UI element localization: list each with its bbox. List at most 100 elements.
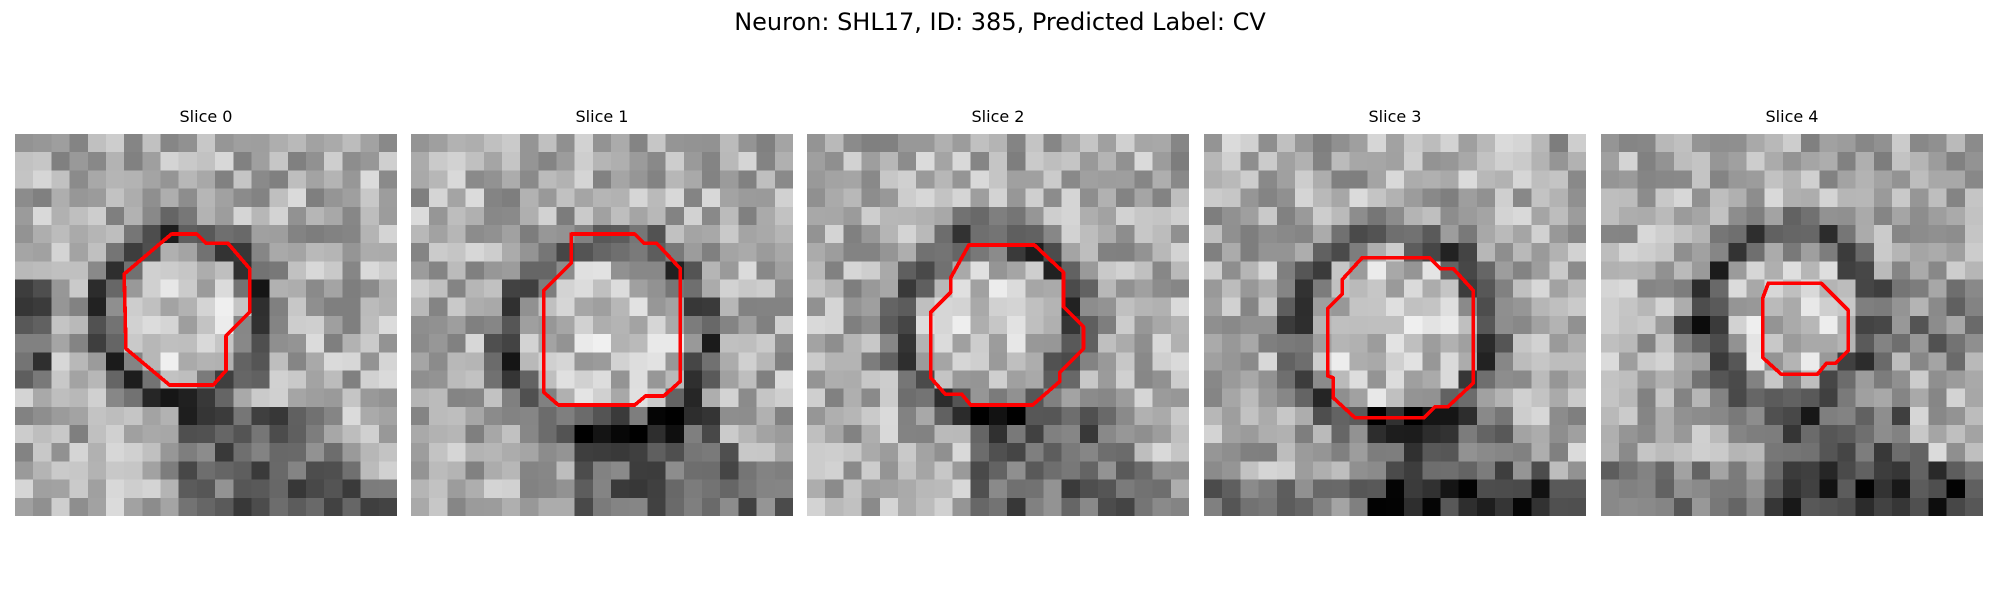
pixel: [15, 497, 34, 516]
pixel: [647, 443, 667, 462]
pixel: [87, 152, 107, 171]
pixel: [1276, 224, 1296, 244]
pixel: [87, 297, 107, 317]
pixel: [501, 443, 521, 462]
pixel: [1294, 334, 1314, 353]
pixel: [360, 388, 380, 408]
pixel: [501, 315, 521, 335]
pixel: [665, 443, 685, 462]
pixel: [1746, 370, 1766, 390]
pixel: [1116, 352, 1135, 371]
pixel: [1801, 261, 1820, 280]
pixel: [447, 134, 466, 153]
pixel: [592, 279, 612, 299]
pixel: [738, 334, 757, 353]
pixel: [1240, 152, 1259, 171]
pixel: [378, 479, 397, 499]
pixel: [429, 497, 448, 516]
pixel: [1440, 170, 1460, 189]
slice-image-0: [15, 134, 397, 516]
pixel: [1837, 388, 1857, 408]
pixel: [592, 261, 612, 280]
pixel: [124, 388, 143, 408]
pixel: [360, 461, 380, 480]
pixel: [988, 279, 1008, 299]
pixel: [1367, 170, 1387, 189]
pixel: [738, 170, 757, 189]
pixel: [1385, 152, 1405, 171]
pixel: [611, 479, 630, 499]
pixel: [196, 152, 216, 171]
pixel: [1673, 497, 1693, 516]
pixel: [269, 479, 289, 499]
pixel: [1043, 134, 1063, 153]
pixel: [1404, 188, 1423, 208]
pixel: [1025, 461, 1044, 480]
pixel: [15, 206, 34, 226]
pixel: [720, 461, 739, 480]
pixel: [1116, 188, 1135, 208]
pixel: [178, 479, 198, 499]
pixel: [1637, 352, 1656, 371]
pixel: [269, 461, 289, 480]
pixel: [1007, 134, 1026, 153]
pixel: [1495, 188, 1514, 208]
pixel: [1673, 206, 1693, 226]
pixel: [1531, 425, 1550, 444]
pixel: [825, 243, 844, 262]
pixel: [51, 188, 70, 208]
pixel: [1801, 497, 1820, 516]
pixel: [1549, 315, 1569, 335]
pixel: [1691, 261, 1711, 280]
pixel: [429, 261, 448, 280]
pixel: [738, 224, 757, 244]
pixel: [251, 315, 271, 335]
pixel: [160, 134, 180, 153]
pixel: [447, 188, 466, 208]
pixel: [843, 388, 862, 408]
pixel: [1691, 152, 1711, 171]
pixel: [897, 279, 917, 299]
slice-4-pixels: [1601, 134, 1983, 516]
pixel: [702, 243, 721, 262]
pixel: [1134, 170, 1153, 189]
pixel: [738, 479, 757, 499]
pixel: [1964, 443, 1983, 462]
pixel: [51, 425, 70, 444]
pixel: [1837, 261, 1857, 280]
pixel: [1764, 243, 1784, 262]
pixel: [1655, 170, 1675, 189]
pixel: [1098, 461, 1117, 480]
pixel: [1549, 406, 1569, 426]
pixel: [160, 279, 180, 299]
pixel: [1746, 479, 1766, 499]
pixel: [1404, 352, 1423, 371]
pixel: [124, 134, 143, 153]
pixel: [105, 315, 125, 335]
pixel: [1116, 297, 1135, 317]
pixel: [1946, 406, 1966, 426]
pixel: [825, 334, 844, 353]
pixel: [1276, 406, 1296, 426]
pixel: [1801, 134, 1820, 153]
pixel: [1240, 479, 1259, 499]
pixel: [592, 188, 612, 208]
pixel: [1710, 497, 1729, 516]
pixel: [1458, 134, 1478, 153]
pixel: [1892, 243, 1911, 262]
pixel: [411, 134, 430, 153]
pixel: [233, 406, 252, 426]
pixel: [720, 134, 739, 153]
pixel: [1349, 279, 1369, 299]
pixel: [160, 443, 180, 462]
pixel: [105, 206, 125, 226]
pixel: [538, 261, 557, 280]
pixel: [142, 297, 161, 317]
pixel: [1061, 479, 1081, 499]
pixel: [1367, 152, 1387, 171]
pixel: [360, 188, 380, 208]
pixel: [611, 497, 630, 516]
pixel: [1928, 461, 1947, 480]
pixel: [592, 461, 612, 480]
pixel: [87, 134, 107, 153]
